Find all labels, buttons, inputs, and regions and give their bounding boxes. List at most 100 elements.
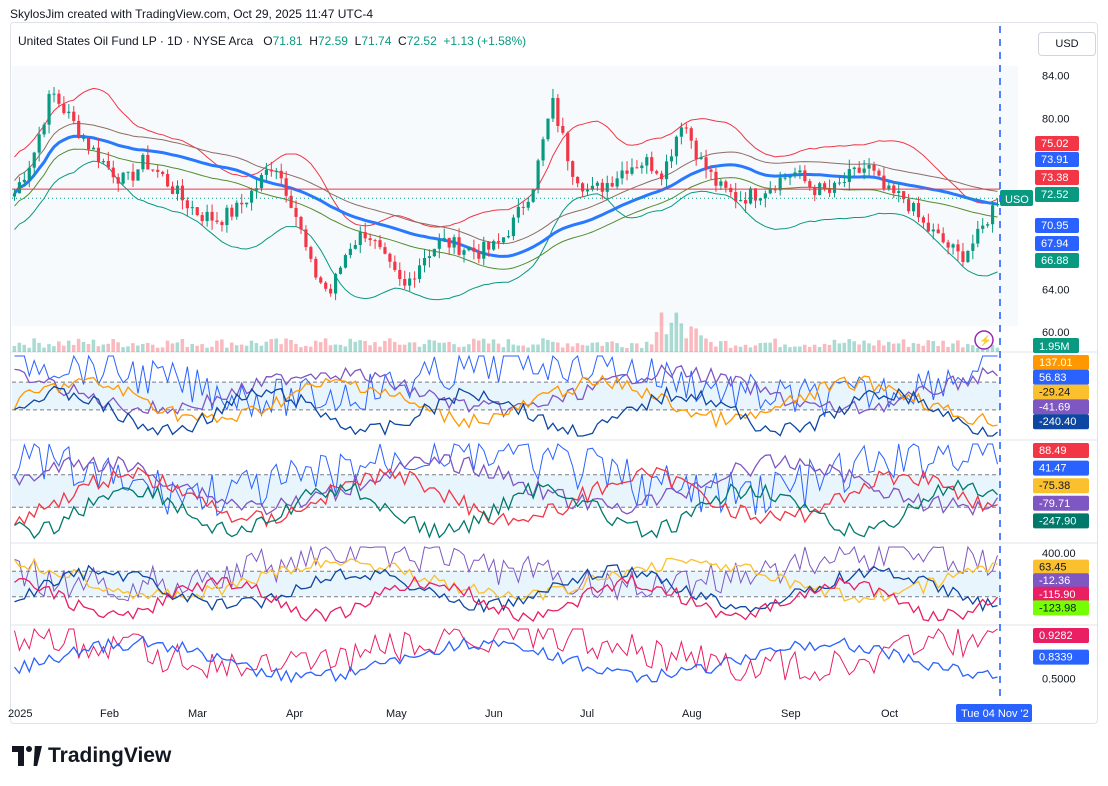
candle-body <box>823 183 827 189</box>
volume-bar <box>239 344 244 352</box>
oscillator-line <box>14 364 998 418</box>
volume-bar <box>368 345 372 352</box>
volume-bar <box>877 340 881 352</box>
candle-body <box>956 244 960 252</box>
volume-bar <box>353 341 357 352</box>
candle-body <box>146 154 150 170</box>
volume-bar <box>101 344 106 352</box>
price-label: 67.94 <box>1041 238 1069 250</box>
volume-bar <box>210 346 214 352</box>
oscillator-label: 41.47 <box>1039 463 1067 475</box>
candle-body <box>358 232 362 246</box>
volume-bar <box>526 347 530 352</box>
candle-body <box>215 220 219 222</box>
volume-bar <box>728 347 733 352</box>
volume-bar <box>951 343 955 352</box>
volume-bar <box>467 344 471 352</box>
currency-button[interactable]: USD <box>1038 32 1096 56</box>
volume-bar <box>768 342 772 352</box>
candle-body <box>452 237 456 248</box>
change-value: +1.13 (+1.58%) <box>443 34 527 48</box>
volume-bar <box>397 344 402 352</box>
oscillator-line <box>14 442 998 517</box>
volume-bar <box>743 344 748 352</box>
volume-bar <box>738 346 743 352</box>
price-label: 73.91 <box>1041 154 1069 166</box>
candle-body <box>610 183 614 187</box>
oscillator-label: -115.90 <box>1039 589 1076 601</box>
volume-bar <box>990 344 995 352</box>
volume-bar <box>600 345 604 352</box>
volume-bar <box>378 346 382 352</box>
candle-body <box>408 278 412 286</box>
volume-bar <box>827 344 832 352</box>
volume-bar <box>946 346 950 352</box>
candle-body <box>111 167 115 178</box>
candle-body <box>403 279 407 286</box>
candle-body <box>126 171 130 173</box>
candle-body <box>250 190 254 203</box>
volume-bar <box>363 340 367 352</box>
volume-bar <box>249 340 254 352</box>
price-label: 72.52 <box>1041 189 1069 201</box>
candle-body <box>664 161 669 180</box>
candle-body <box>462 250 466 255</box>
candle-body <box>492 241 496 250</box>
candle-body <box>936 229 940 234</box>
oscillator-label-bg <box>1033 399 1089 415</box>
volume-bar <box>294 343 298 352</box>
volume-bar <box>590 342 595 352</box>
candle-body <box>521 206 525 208</box>
time-axis-tick: Feb <box>100 708 119 720</box>
price-label-bg <box>1035 187 1079 202</box>
oscillator-label-bg <box>1033 513 1089 529</box>
volume-bar <box>279 344 283 352</box>
candle-body <box>96 147 101 163</box>
uso-tag-bg <box>1000 190 1033 206</box>
volume-bar <box>862 340 866 352</box>
candle-body <box>684 127 688 129</box>
oscillator-band <box>12 571 1000 597</box>
oscillator-label: -12.36 <box>1039 575 1070 587</box>
volume-label: 1.95M <box>1039 341 1070 353</box>
candle-body <box>240 202 244 205</box>
candle-body <box>136 169 140 181</box>
candle-body <box>689 128 693 141</box>
candle-body <box>274 170 278 172</box>
candle-body <box>714 171 718 186</box>
candle-body <box>941 233 945 243</box>
volume-bar <box>654 331 659 352</box>
candle-body <box>487 241 491 250</box>
volume-bar <box>807 346 812 352</box>
oscillator-label-bg <box>1033 495 1089 511</box>
candle-body <box>571 161 575 177</box>
volume-bar <box>333 344 338 352</box>
volume-bar <box>956 340 960 352</box>
volume-bar <box>531 344 535 352</box>
candle-body <box>832 182 837 193</box>
credit-text: SkylosJim created with TradingView.com, … <box>10 7 374 21</box>
volume-bar <box>274 338 278 352</box>
symbol-legend[interactable]: United States Oil Fund LP · 1D · NYSE Ar… <box>18 34 526 48</box>
oscillator-label-bg <box>1033 443 1089 458</box>
volume-bar <box>323 338 328 352</box>
candle-body <box>655 171 659 174</box>
alert-icon <box>974 330 994 350</box>
candle-body <box>645 157 649 166</box>
candle-body <box>872 165 876 171</box>
alert-icon-glyph: ⚡ <box>979 334 991 347</box>
candle-body <box>699 157 703 160</box>
volume-bar <box>76 338 81 352</box>
volume-bar <box>778 347 782 352</box>
oscillator-label: 0.8339 <box>1039 652 1073 664</box>
candle-body <box>220 221 224 226</box>
volume-bar <box>748 347 753 352</box>
candle-body <box>580 183 585 192</box>
ma-main-line <box>13 134 998 258</box>
volume-bar <box>313 340 318 352</box>
candle-body <box>398 269 402 280</box>
volume-bar <box>975 347 980 352</box>
volume-bar <box>309 346 313 352</box>
volume-bar <box>970 345 975 352</box>
